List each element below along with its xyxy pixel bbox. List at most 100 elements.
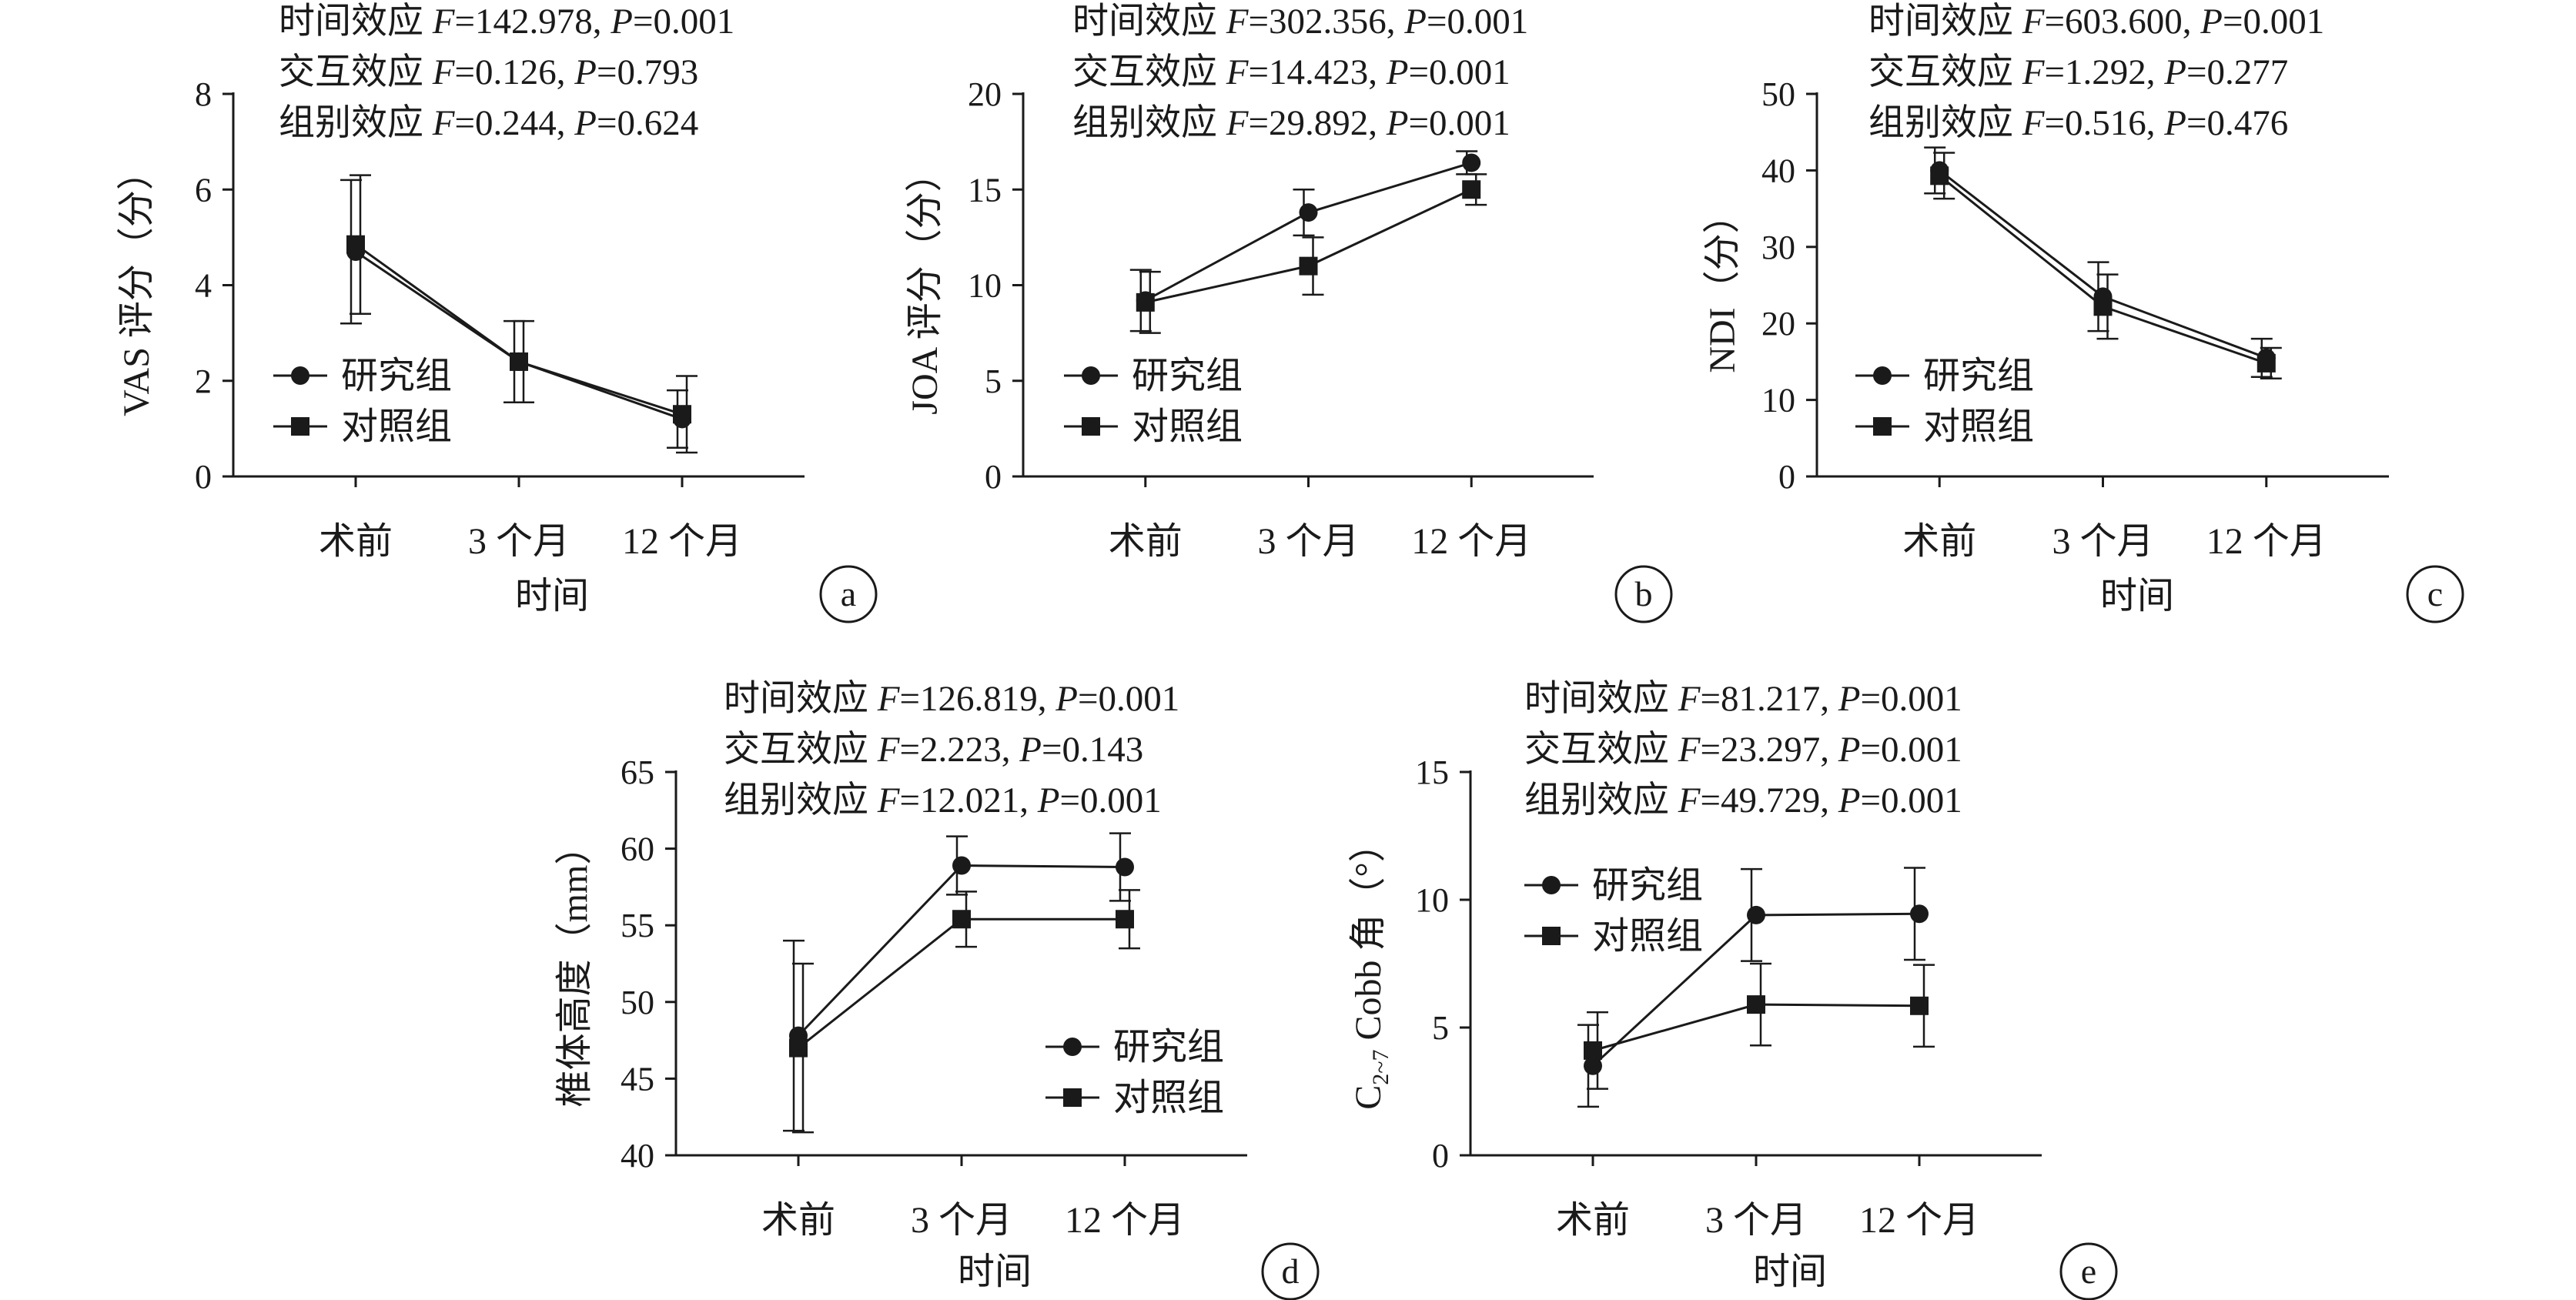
stats-part: = [1248,103,1269,143]
stats-part: = [1248,2,1269,42]
stats-symbol: F [1678,780,1701,820]
y-tick-label: 5 [1432,1009,1449,1047]
x-axis-label: 时间 [515,576,589,617]
legend-label: 对照组 [1132,406,1243,447]
y-tick-label: 15 [968,171,1002,209]
data-point-square [789,1038,808,1058]
y-axis-label: VAS 评分（分） [116,153,157,416]
stats-part: = [454,103,475,143]
series-line [1939,175,2267,365]
stats-part: = [899,730,920,770]
panel-label: d [1282,1252,1300,1291]
data-point-square [1462,180,1481,199]
data-point-square [1747,995,1765,1014]
stats-part: 0.001 [1429,103,1510,143]
stats-part: 126.819, [920,679,1055,719]
legend-label: 研究组 [1113,1027,1224,1068]
stats-line: 组别效应 F=12.021, P=0.001 [724,780,1162,820]
x-tick-label: 术前 [1556,1200,1630,1241]
stats-line: 组别效应 F=0.244, P=0.624 [279,103,698,143]
stats-line: 交互效应 F=0.126, P=0.793 [279,52,698,92]
series-control-group [789,889,1140,1134]
y-axis-label: C2~7 Cobb 角（°） [1348,825,1393,1109]
y-tick-label: 50 [1761,75,1795,113]
stats-part: 302.356, [1269,2,1404,42]
stats-part: = [2044,2,2065,42]
series-study-group [783,832,1134,1132]
stats-part: = [2186,52,2207,92]
y-axis-label: 椎体高度（mm） [554,828,595,1108]
legend-label: 研究组 [1592,865,1703,906]
stats-symbol: P [1386,103,1409,143]
y-tick-label: 10 [1415,881,1449,919]
stats-symbol: P [610,2,633,42]
x-axis-label: 时间 [1753,1252,1827,1292]
stats-part: 603.600, [2065,2,2200,42]
data-point-square [1299,256,1318,276]
stats-line: 组别效应 F=0.516, P=0.476 [1868,103,2288,143]
series-study-group [1129,150,1481,333]
legend-label: 研究组 [1132,356,1243,396]
stats-part: 0.143 [1062,730,1143,770]
stats-symbol: F [877,679,901,719]
stats-part: 组别效应 [1524,780,1678,820]
stats-part: 142.978, [475,2,611,42]
stats-part: 0.001 [1447,2,1528,42]
stats-symbol: P [1838,679,1861,719]
stats-part: 时间效应 [1868,2,2022,42]
stats-part: 12.021, [920,780,1038,820]
x-tick-label: 12 个月 [2206,521,2327,562]
x-tick-label: 12 个月 [1859,1200,1979,1241]
y-tick-label: 20 [968,75,1002,113]
stats-symbol: F [1678,679,1701,719]
stats-part: = [899,780,920,820]
stats-part: 0.624 [617,103,698,143]
data-point-square [673,405,691,424]
y-tick-label: 8 [195,75,212,113]
stats-line: 交互效应 F=2.223, P=0.143 [724,730,1143,770]
data-point-square [1136,292,1155,312]
stats-line: 时间效应 F=142.978, P=0.001 [279,2,734,42]
x-tick-label: 术前 [761,1200,835,1241]
y-tick-label: 6 [195,171,212,209]
stats-part: 0.001 [1881,780,1962,820]
stats-part: = [1860,730,1881,770]
y-tick-label: 0 [195,458,212,496]
stats-symbol: P [1019,730,1042,770]
panel-label-circle [1614,565,1673,623]
stats-part: = [1700,730,1721,770]
stats-part: 组别效应 [724,780,878,820]
stats-part: = [1408,52,1429,92]
stats-symbol: F [2022,103,2046,143]
y-tick-label: 60 [621,830,654,868]
y-tick-label: 0 [1432,1137,1449,1175]
panel-label: b [1635,574,1653,613]
stats-part: = [633,2,654,42]
series-study-group [1924,146,2276,379]
stats-part: = [899,679,920,719]
stats-symbol: P [1838,730,1861,770]
stats-line: 时间效应 F=81.217, P=0.001 [1524,679,1962,719]
y-tick-label: 0 [1778,458,1795,496]
series-control-group [1930,152,2282,380]
y-axis-label-main: C [1348,1085,1389,1110]
y-axis-label: JOA 评分（分） [905,155,945,414]
x-tick-label: 3 个月 [468,521,570,562]
stats-part: = [2044,103,2065,143]
stats-part: = [1700,780,1721,820]
stats-part: 时间效应 [1072,2,1226,42]
legend-marker-square [1873,417,1892,436]
stats-symbol: P [1838,780,1861,820]
stats-part: 组别效应 [1868,103,2022,143]
stats-symbol: P [1386,52,1409,92]
y-tick-label: 10 [968,267,1002,305]
stats-part: = [1059,780,1080,820]
stats-line: 时间效应 F=126.819, P=0.001 [724,679,1179,719]
stats-part: 0.126, [475,52,574,92]
stats-part: 81.217, [1721,679,1838,719]
stats-symbol: P [1403,2,1427,42]
stats-part: 0.001 [653,2,734,42]
